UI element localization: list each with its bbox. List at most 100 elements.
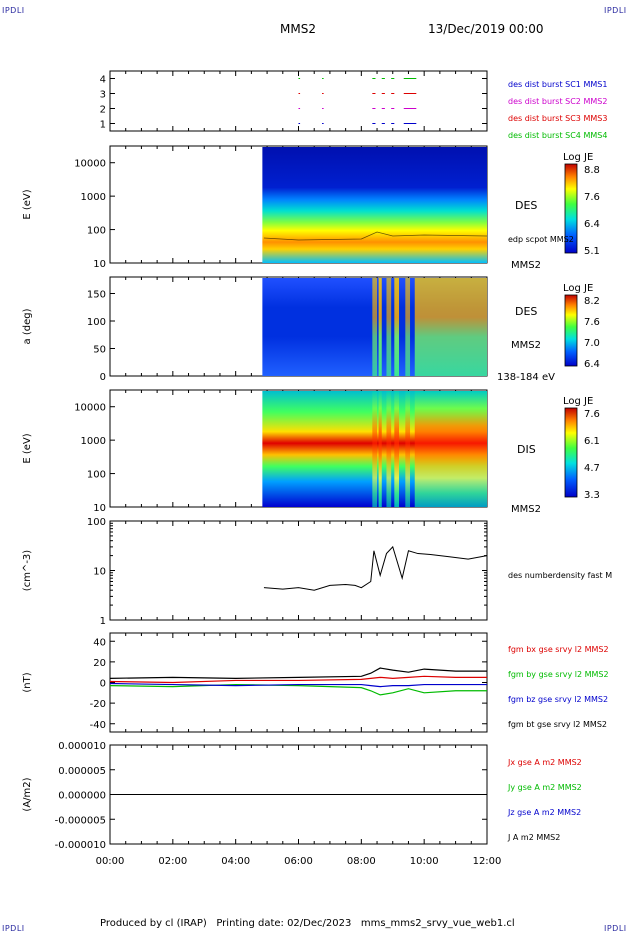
y-axis-label: (A/m2) [22, 777, 33, 811]
spectrogram-burst-strip [394, 147, 400, 263]
corner-mark-top-left: IPDLI [2, 6, 25, 15]
corner-mark-bottom-left: IPDLI [2, 924, 25, 933]
current-legend-label: Jx gse A m2 MMS2 [507, 758, 582, 767]
spectrogram-burst-strip [405, 391, 411, 507]
x-tick-label: 04:00 [221, 856, 250, 867]
colorbar-tick-label: 7.6 [584, 409, 600, 420]
y-tick-label: 20 [93, 658, 106, 669]
y-tick-label: 100 [87, 226, 106, 237]
density-legend-label: des numberdensity fast M [508, 571, 612, 580]
y-tick-label: 10000 [74, 403, 106, 414]
spectrogram-burst-strip [372, 391, 378, 507]
spectrogram-burst-strip [394, 278, 400, 376]
footer-credit: Produced by cl (IRAP) Printing date: 02/… [100, 918, 515, 929]
y-tick-label: 1000 [81, 192, 106, 203]
y-tick-label: 10 [93, 503, 106, 514]
spectrogram-burst-strip [394, 391, 400, 507]
colorbar-title: Log JE [563, 396, 593, 407]
y-tick-label: 50 [93, 345, 106, 356]
bfield-legend-label: fgm bx gse srvy l2 MMS2 [508, 645, 609, 654]
colorbar-tick-label: 6.1 [584, 436, 600, 447]
colorbar-tick-label: 8.2 [584, 296, 600, 307]
spectrogram-burst-strip [372, 278, 378, 376]
y-axis-label: E (eV) [22, 189, 33, 219]
current-legend-label: Jy gse A m2 MMS2 [507, 783, 582, 792]
y-tick-label: 3 [100, 90, 106, 101]
colorbar-tick-label: 5.1 [584, 246, 600, 257]
y-tick-label: 4 [100, 75, 106, 86]
y-tick-label: 1 [100, 120, 106, 131]
x-tick-label: 02:00 [158, 856, 187, 867]
colorbar [564, 407, 578, 498]
scpot-line [263, 231, 488, 241]
datetime-title: 13/Dec/2019 00:00 [428, 22, 544, 36]
bfield-legend-label: fgm bt gse srvy l2 MMS2 [508, 720, 607, 729]
density-line [263, 545, 488, 591]
spectrogram-burst-strip [386, 147, 392, 263]
corner-mark-top-right: IPDLI [604, 6, 627, 15]
current-legend-label: J A m2 MMS2 [507, 833, 560, 842]
y-tick-label: 40 [93, 637, 106, 648]
current-legend-label: Jz gse A m2 MMS2 [507, 808, 581, 817]
spectrogram-burst-strip [405, 147, 411, 263]
y-tick-label: 10 [93, 259, 106, 270]
spectrogram-burst-strip [378, 391, 382, 507]
y-tick-label: 10000 [74, 159, 106, 170]
dis-energy-mms-label: MMS2 [511, 504, 541, 515]
y-tick-label: -0.000005 [55, 815, 106, 826]
x-tick-label: 08:00 [347, 856, 376, 867]
spectrogram-burst-strip [378, 147, 382, 263]
des-energy-side-label: DES [515, 199, 537, 212]
burst-legend-label: des dist burst SC3 MMS3 [508, 114, 607, 123]
spectrogram-burst-strip [386, 278, 392, 376]
y-tick-label: 1000 [81, 436, 106, 447]
spectrogram-late-region [414, 391, 487, 507]
colorbar-tick-label: 6.4 [584, 219, 600, 230]
x-tick-label: 12:00 [473, 856, 502, 867]
y-tick-label: 0.000000 [58, 791, 106, 802]
des-pitch-mms-label: MMS2 [511, 340, 541, 351]
spectrogram-late-region [414, 147, 487, 263]
des-pitch-side-label: DES [515, 305, 537, 318]
x-tick-label: 06:00 [284, 856, 313, 867]
spectrogram-burst-strip [372, 147, 378, 263]
bfield-line [109, 682, 487, 688]
x-tick-label: 10:00 [410, 856, 439, 867]
corner-mark-bottom-right: IPDLI [604, 924, 627, 933]
y-tick-label: 100 [87, 470, 106, 481]
y-tick-label: 0 [100, 679, 106, 690]
y-tick-label: -0.000010 [55, 840, 106, 851]
y-tick-label: 0.000005 [58, 766, 106, 777]
bfield-legend-label: fgm bz gse srvy l2 MMS2 [508, 695, 608, 704]
y-axis-label: a (deg) [22, 308, 33, 344]
colorbar [564, 163, 578, 254]
y-axis-label: (cm^-3) [22, 550, 33, 591]
des-pitch-energy-label: 138-184 eV [497, 372, 555, 383]
des-energy-mms-label: MMS2 [511, 260, 541, 271]
spectrogram-burst-strip [386, 391, 392, 507]
y-tick-label: -20 [90, 699, 106, 710]
y-tick-label: 2 [100, 105, 106, 116]
bfield-line [109, 675, 487, 684]
spectrogram-late-region [414, 278, 487, 376]
colorbar-tick-label: 7.6 [584, 317, 600, 328]
y-tick-label: 100 [87, 317, 106, 328]
spectrogram-burst-strip [378, 278, 382, 376]
y-axis-label: E (eV) [22, 433, 33, 463]
spectrogram-burst-strip [405, 278, 411, 376]
colorbar-title: Log JE [563, 283, 593, 294]
colorbar-tick-label: 7.0 [584, 338, 600, 349]
colorbar-title: Log JE [563, 152, 593, 163]
dis-energy-side-label: DIS [517, 443, 536, 456]
y-tick-label: 1 [100, 616, 106, 627]
colorbar-tick-label: 8.8 [584, 165, 600, 176]
y-tick-label: -40 [90, 720, 106, 731]
spacecraft-title: MMS2 [280, 22, 316, 36]
scpot-label: edp scpot MMS2 [508, 235, 574, 244]
burst-legend-label: des dist burst SC4 MMS4 [508, 131, 607, 140]
y-tick-label: 0.000010 [58, 741, 106, 752]
colorbar-tick-label: 7.6 [584, 192, 600, 203]
colorbar-tick-label: 4.7 [584, 463, 600, 474]
y-tick-label: 150 [87, 290, 106, 301]
